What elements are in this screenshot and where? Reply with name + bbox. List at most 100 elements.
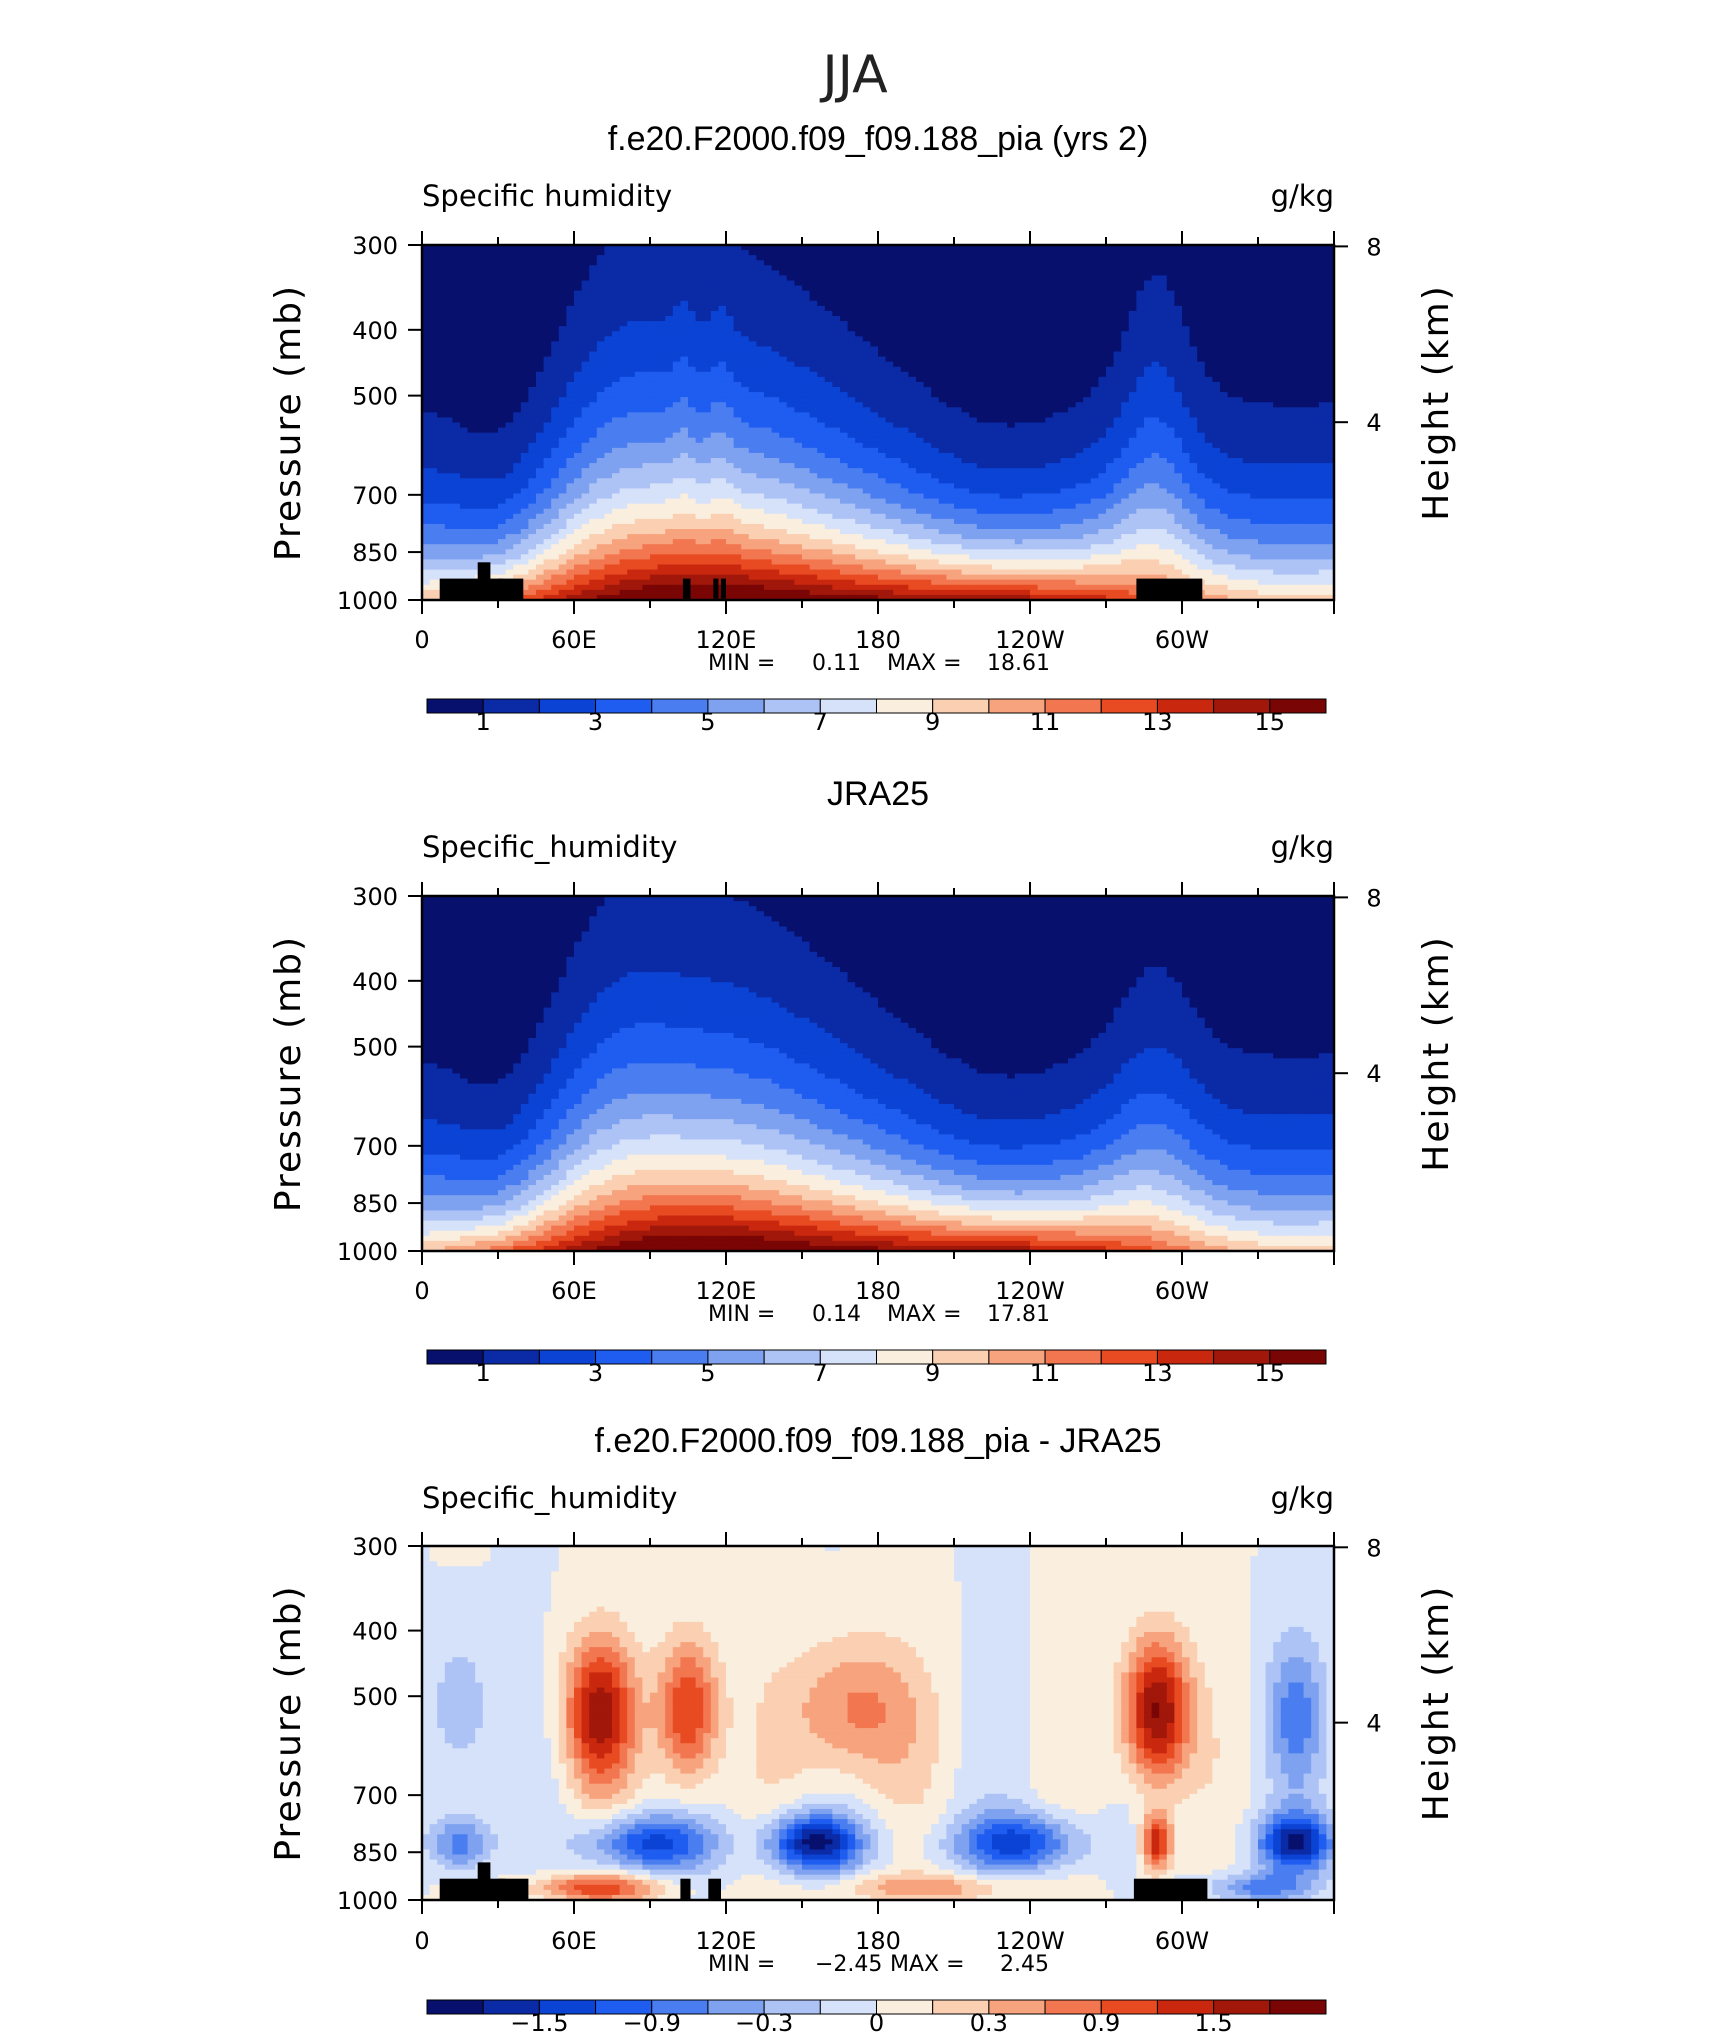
field-cell — [680, 275, 689, 282]
field-cell — [954, 392, 963, 398]
field-cell — [847, 371, 856, 378]
field-cell — [946, 554, 955, 561]
field-cell — [513, 397, 522, 403]
field-cell — [513, 508, 522, 515]
field-cell — [786, 508, 795, 515]
field-cell — [672, 579, 681, 586]
field-cell — [482, 432, 491, 439]
field-cell — [490, 326, 499, 332]
field-cell — [900, 280, 909, 287]
field-cell — [444, 574, 453, 581]
field-cell — [954, 493, 963, 500]
field-cell — [475, 250, 484, 256]
field-cell — [589, 478, 598, 484]
field-cell — [528, 447, 537, 454]
field-cell — [824, 295, 833, 302]
field-cell — [581, 483, 590, 490]
field-cell — [688, 589, 697, 596]
field-cell — [809, 442, 818, 449]
field-cell — [566, 584, 575, 591]
field-cell — [574, 554, 583, 561]
field-cell — [604, 437, 613, 444]
field-cell — [528, 305, 537, 312]
field-cell — [893, 579, 902, 586]
field-cell — [650, 280, 659, 287]
field-cell — [452, 427, 461, 434]
field-cell — [657, 589, 666, 596]
field-cell — [604, 498, 613, 505]
field-cell — [908, 341, 917, 348]
field-cell — [429, 346, 438, 353]
field-cell — [824, 417, 833, 424]
field-cell — [809, 260, 818, 266]
field-cell — [619, 295, 628, 302]
field-cell — [855, 392, 864, 398]
field-cell — [954, 549, 963, 555]
field-cell — [520, 589, 529, 596]
field-cell — [680, 265, 689, 271]
field-cell — [680, 442, 689, 449]
field-cell — [794, 417, 803, 424]
field-cell — [596, 559, 605, 566]
field-cell — [505, 412, 514, 419]
field-cell — [885, 351, 894, 358]
field-cell — [961, 295, 970, 302]
field-cell — [422, 245, 431, 251]
field-cell — [452, 549, 461, 555]
field-cell — [771, 255, 780, 261]
field-cell — [680, 564, 689, 571]
field-cell — [794, 402, 803, 408]
field-cell — [794, 295, 803, 302]
field-cell — [589, 518, 598, 525]
field-cell — [832, 346, 841, 353]
field-cell — [475, 447, 484, 454]
field-cell — [764, 447, 773, 454]
field-cell — [551, 346, 560, 353]
field-cell — [429, 381, 438, 388]
field-cell — [900, 452, 909, 459]
field-cell — [840, 270, 849, 277]
field-cell — [855, 564, 864, 571]
field-cell — [665, 245, 674, 251]
field-cell — [847, 366, 856, 373]
field-cell — [847, 397, 856, 403]
field-cell — [802, 341, 811, 348]
field-cell — [817, 452, 826, 459]
field-cell — [885, 260, 894, 266]
field-cell — [581, 549, 590, 555]
field-cell — [490, 250, 499, 256]
field-cell — [589, 331, 598, 337]
field-cell — [764, 594, 773, 601]
field-cell — [862, 321, 871, 327]
field-cell — [551, 518, 560, 525]
field-cell — [558, 554, 567, 561]
field-cell — [596, 574, 605, 581]
field-cell — [558, 478, 567, 484]
field-cell — [475, 387, 484, 393]
field-cell — [878, 245, 887, 251]
field-cell — [566, 245, 575, 251]
field-cell — [938, 498, 947, 505]
field-cell — [612, 478, 621, 484]
field-cell — [695, 503, 704, 510]
field-cell — [680, 437, 689, 444]
field-cell — [680, 295, 689, 302]
field-cell — [558, 534, 567, 540]
field-cell — [596, 290, 605, 297]
field-cell — [809, 437, 818, 444]
field-cell — [855, 447, 864, 454]
field-cell — [847, 376, 856, 383]
field-cell — [938, 559, 947, 566]
field-cell — [437, 310, 446, 317]
field-cell — [665, 427, 674, 434]
field-cell — [596, 468, 605, 474]
field-cell — [619, 356, 628, 363]
field-cell — [954, 285, 963, 292]
field-cell — [764, 280, 773, 287]
field-cell — [619, 534, 628, 540]
field-cell — [642, 387, 651, 393]
field-cell — [444, 300, 453, 307]
field-cell — [733, 473, 742, 479]
field-cell — [627, 295, 636, 302]
field-cell — [718, 417, 727, 424]
